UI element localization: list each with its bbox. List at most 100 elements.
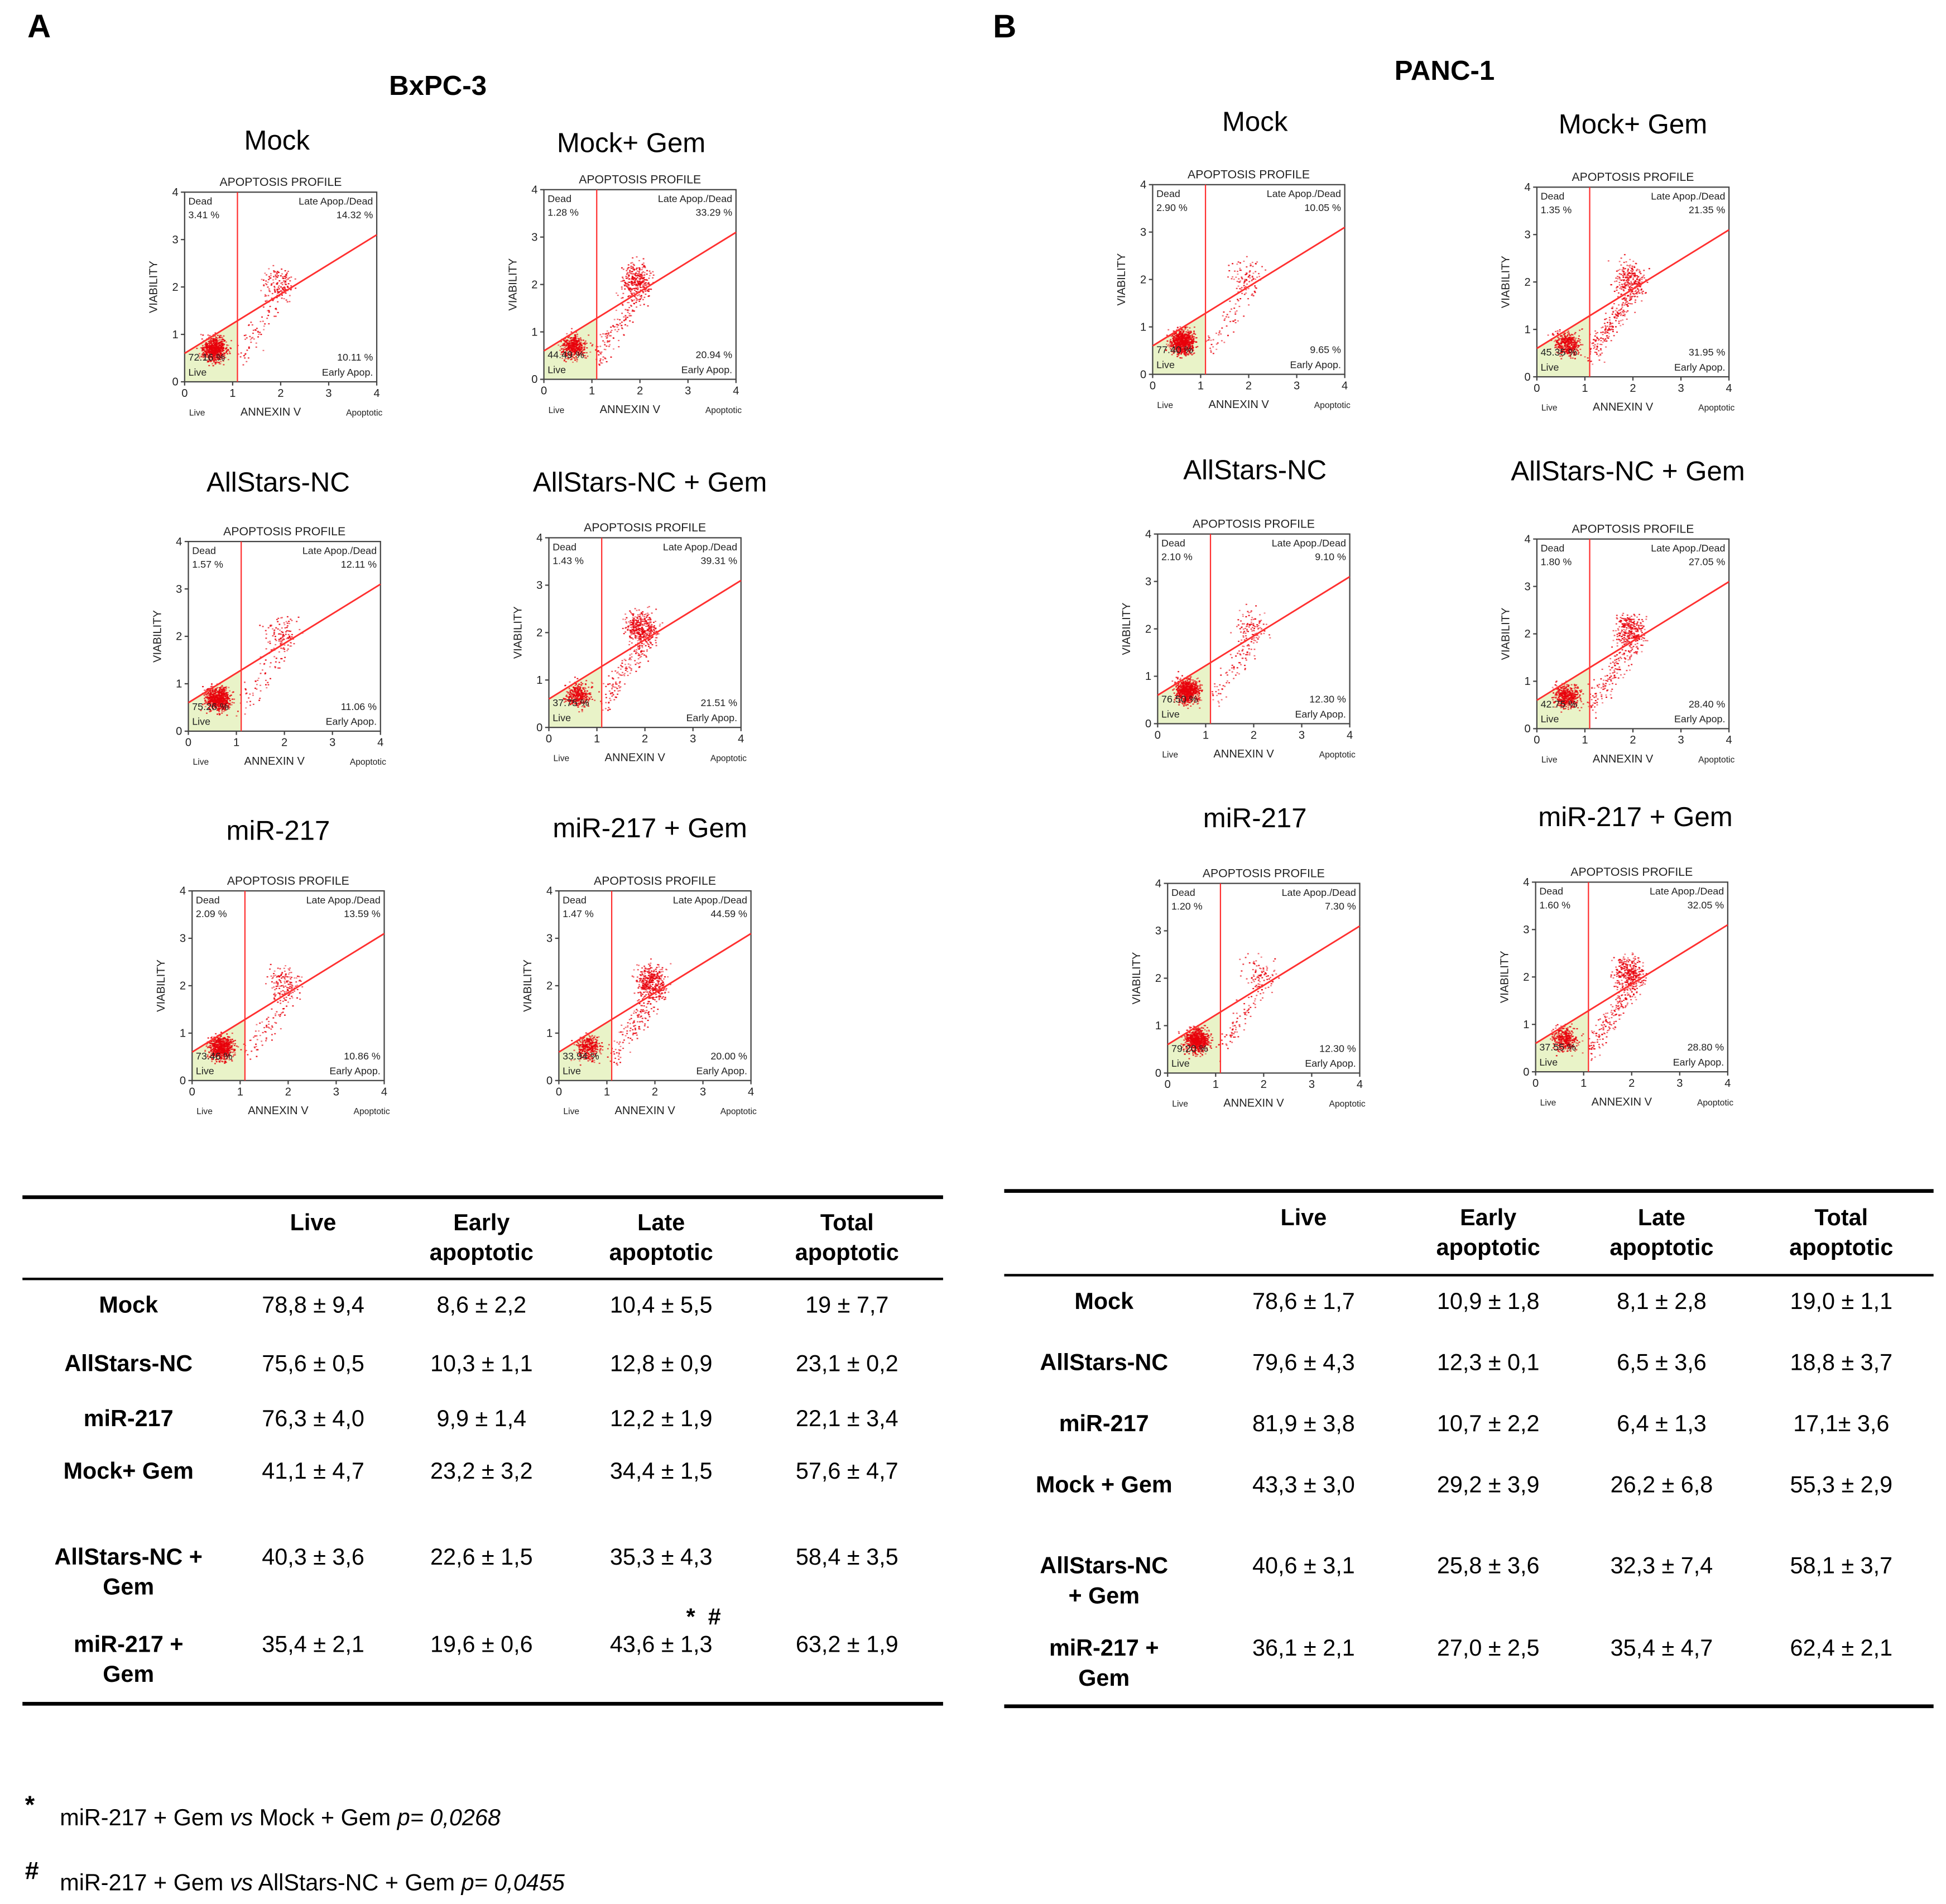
data-point: [265, 983, 267, 984]
data-point: [284, 657, 286, 658]
data-point: [263, 329, 265, 330]
data-point: [287, 990, 289, 991]
data-point: [266, 1037, 267, 1038]
data-point: [282, 1011, 284, 1013]
data-point: [630, 667, 631, 668]
data-point: [608, 346, 610, 347]
data-point: [616, 688, 618, 689]
data-point: [226, 1048, 228, 1049]
data-point: [222, 1044, 224, 1045]
data-point: [608, 332, 609, 333]
data-point: [628, 621, 630, 622]
data-point: [590, 692, 592, 693]
data-point: [284, 991, 286, 992]
data-point: [282, 289, 284, 290]
data-point: [642, 621, 644, 622]
data-point: [248, 324, 250, 325]
data-point: [287, 625, 289, 626]
data-point: [646, 634, 648, 635]
data-point: [643, 258, 645, 259]
data-point: [202, 348, 204, 349]
data-point: [262, 1032, 264, 1033]
data-point: [628, 302, 630, 303]
data-point: [282, 990, 284, 991]
data-point: [638, 301, 640, 302]
data-point: [637, 646, 639, 647]
data-point: [290, 631, 291, 632]
data-point: [278, 640, 280, 641]
data-point: [221, 712, 223, 713]
data-point: [258, 678, 260, 679]
data-point: [630, 1023, 631, 1024]
data-point: [619, 323, 621, 324]
data-point: [202, 345, 204, 346]
data-point: [584, 355, 586, 356]
dead-percent: 3.41 %: [189, 209, 220, 220]
data-point: [607, 330, 608, 332]
data-point: [590, 343, 592, 344]
data-point: [629, 272, 631, 274]
data-point: [583, 339, 584, 340]
data-point: [635, 282, 636, 283]
data-point: [639, 280, 641, 281]
data-point: [625, 668, 627, 669]
data-point: [643, 616, 645, 617]
data-point: [617, 295, 619, 296]
data-point: [623, 1039, 625, 1040]
late-label: Late Apop./Dead: [663, 541, 737, 553]
data-point: [259, 698, 261, 699]
data-point: [630, 262, 632, 263]
data-point: [624, 289, 626, 290]
data-point: [635, 671, 637, 672]
data-point: [265, 684, 267, 685]
data-point: [632, 617, 634, 618]
data-point: [291, 984, 292, 985]
data-point: [264, 272, 266, 274]
data-point: [271, 1025, 273, 1027]
x-tick-label: 3: [685, 385, 691, 397]
data-point: [217, 344, 218, 346]
data-point: [569, 340, 570, 342]
data-point: [215, 688, 217, 689]
data-point: [619, 687, 621, 688]
early-percent: 21.51 %: [700, 697, 737, 708]
data-point: [214, 1063, 216, 1064]
data-point: [600, 334, 602, 335]
data-point: [285, 627, 286, 629]
data-point: [603, 683, 604, 684]
data-point: [214, 1047, 216, 1048]
data-point: [256, 1024, 257, 1025]
data-point: [565, 341, 566, 342]
data-point: [630, 632, 632, 633]
data-point: [635, 273, 637, 274]
condition-title: AllStars-NC: [206, 467, 350, 499]
data-point: [639, 274, 641, 275]
data-point: [592, 699, 593, 700]
data-point: [609, 698, 611, 699]
data-point: [579, 343, 580, 344]
data-point: [218, 692, 219, 693]
data-point: [609, 709, 611, 710]
data-point: [217, 1044, 218, 1045]
data-point: [287, 976, 289, 977]
data-point: [252, 693, 254, 694]
data-point: [286, 272, 288, 274]
data-point: [270, 1029, 272, 1030]
data-point: [226, 1042, 228, 1043]
data-point: [295, 287, 296, 289]
data-point: [253, 1037, 254, 1038]
data-point: [256, 688, 257, 689]
data-point: [265, 673, 266, 674]
data-point: [291, 987, 293, 989]
data-point: [204, 689, 205, 690]
data-point: [298, 617, 300, 618]
data-point: [260, 663, 261, 664]
condition-title: AllStars-NC + Gem: [533, 467, 767, 499]
data-point: [284, 977, 285, 979]
data-point: [270, 275, 272, 276]
y-tick-label: 2: [180, 980, 186, 992]
data-point: [643, 1005, 645, 1006]
data-point: [277, 668, 279, 669]
data-point: [560, 346, 561, 347]
data-point: [296, 621, 297, 622]
